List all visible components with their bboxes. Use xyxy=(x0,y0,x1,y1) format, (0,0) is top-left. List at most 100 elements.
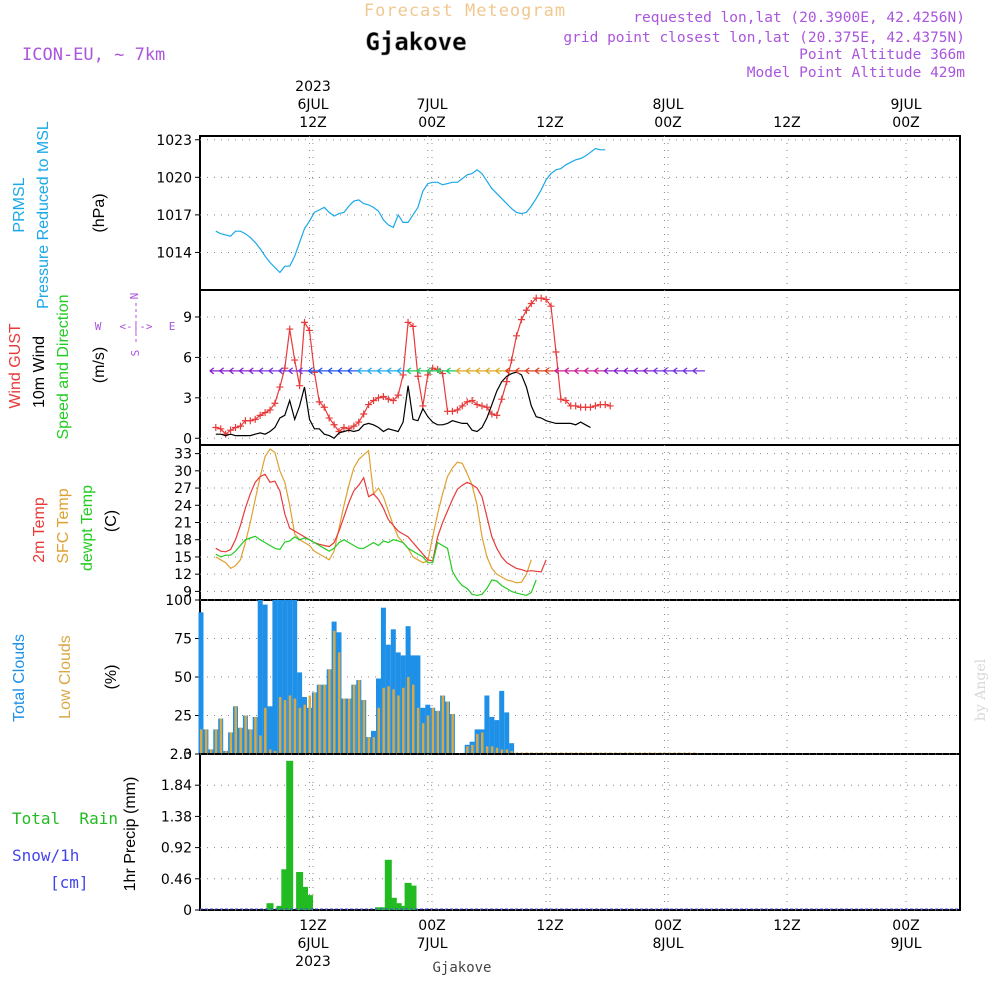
low-cloud-bar xyxy=(412,684,415,754)
gust-marker xyxy=(404,318,412,326)
time-label-t00a-0: 7JUL xyxy=(416,97,447,113)
y-tick-label: 21 xyxy=(174,516,192,532)
gust-marker xyxy=(335,428,343,436)
total-cloud-bar xyxy=(504,712,510,754)
gust-marker xyxy=(291,356,299,364)
low-cloud-bar xyxy=(259,735,262,754)
gust-marker xyxy=(458,402,466,410)
low-cloud-bar xyxy=(426,715,430,754)
gust-marker xyxy=(537,294,545,302)
total-cloud-bar xyxy=(380,607,386,754)
gust-marker xyxy=(271,399,279,407)
low-cloud-bar xyxy=(338,652,341,754)
compass-w: W xyxy=(95,320,102,333)
low-cloud-bar xyxy=(308,695,311,754)
time-label-t12a-0: 2023 xyxy=(295,79,331,95)
low-cloud-bar xyxy=(367,737,371,754)
y-tick-label: 0 xyxy=(183,903,192,919)
low-cloud-bar xyxy=(229,732,233,754)
low-cloud-bar xyxy=(347,698,351,754)
low-cloud-bar xyxy=(362,700,366,754)
gust-marker xyxy=(340,423,348,431)
gust-marker xyxy=(498,395,506,403)
y-tick-label: 1.84 xyxy=(161,778,192,794)
gust-marker xyxy=(232,423,240,431)
gust-marker xyxy=(493,411,501,419)
y-tick-label: 50 xyxy=(174,670,192,686)
time-label-b00c-0: 00Z xyxy=(892,918,919,934)
low-cloud-bar xyxy=(254,717,257,754)
rain-bar xyxy=(404,882,412,910)
gust-marker xyxy=(394,391,402,399)
low-cloud-bar xyxy=(298,707,302,754)
p4-total-label: Total Clouds xyxy=(11,634,28,722)
p4-low-label: Low Clouds xyxy=(57,635,74,719)
y-tick-label: 1020 xyxy=(156,170,192,186)
time-label-t12c-0: 12Z xyxy=(773,115,800,131)
gust-marker xyxy=(483,403,491,411)
low-cloud-bar xyxy=(214,729,218,754)
time-label-t12a-1: 6JUL xyxy=(297,97,328,113)
low-cloud-bar xyxy=(402,687,405,754)
gust-marker xyxy=(463,398,471,406)
gust-marker xyxy=(310,368,318,376)
gust-marker xyxy=(522,306,530,314)
pressure-panel: 1014 1017 1020 1023 xyxy=(156,133,961,291)
total-cloud-bar xyxy=(267,706,273,754)
time-label-t00a-1: 00Z xyxy=(418,115,445,131)
gust-marker xyxy=(448,407,456,415)
time-label-t00b-1: 00Z xyxy=(654,115,681,131)
rain-bar xyxy=(375,907,382,910)
gust-marker xyxy=(261,409,269,417)
time-label-b00a-1: 7JUL xyxy=(416,936,447,952)
gust-marker xyxy=(370,397,378,405)
time-label-t00b-0: 8JUL xyxy=(652,97,683,113)
gust-marker xyxy=(468,397,476,405)
low-cloud-bar xyxy=(209,749,213,754)
y-tick-label: 0 xyxy=(183,431,192,447)
gust-marker xyxy=(345,425,353,433)
time-label-b12a-0: 12Z xyxy=(299,918,326,934)
p2-unit: (m/s) xyxy=(91,347,108,383)
gust-marker xyxy=(409,322,417,330)
gust-marker xyxy=(330,421,338,429)
low-cloud-bar xyxy=(219,718,223,754)
model-label: ICON-EU, ~ 7km xyxy=(22,45,165,65)
low-cloud-bar xyxy=(500,749,504,754)
gust-marker xyxy=(606,402,614,410)
gust-marker xyxy=(591,402,599,410)
gust-marker xyxy=(296,382,304,390)
time-label-b00c-1: 9JUL xyxy=(890,936,921,952)
p2-gust-label: Wind GUST xyxy=(7,323,24,409)
time-label-b00b-0: 00Z xyxy=(654,918,681,934)
gust-marker xyxy=(488,410,496,418)
gust-marker xyxy=(360,410,368,418)
low-cloud-bar xyxy=(510,750,514,754)
location-title: Gjakove xyxy=(365,28,466,56)
rain-bar xyxy=(384,859,392,910)
low-cloud-bar xyxy=(436,710,440,754)
total-cloud-bar xyxy=(287,600,293,754)
total-cloud-bar xyxy=(499,690,505,754)
p1-subtitle: Pressure Reduced to MSL xyxy=(35,121,52,309)
grid-point-coords: grid point closest lon,lat (20.375E, 42.… xyxy=(563,30,965,46)
p5-snow-label: Snow/1h xyxy=(12,846,79,865)
low-cloud-bar xyxy=(485,746,489,754)
gust-marker xyxy=(236,422,244,430)
p2-dir-label: Speed and Direction xyxy=(55,295,72,440)
low-cloud-bar xyxy=(490,746,494,754)
gust-marker xyxy=(508,356,516,364)
gust-marker xyxy=(374,394,382,402)
low-cloud-bar xyxy=(204,729,208,754)
total-cloud-bar xyxy=(509,743,515,754)
low-cloud-bar xyxy=(382,687,385,754)
gust-marker xyxy=(399,371,407,379)
low-cloud-bar xyxy=(446,701,449,754)
total-cloud-bar xyxy=(198,612,204,754)
time-label-b00b-1: 8JUL xyxy=(652,936,683,952)
low-cloud-bar xyxy=(352,684,356,754)
low-cloud-bar xyxy=(333,630,336,754)
p5-cm-label: [cm] xyxy=(50,873,89,892)
compass-s: S xyxy=(129,350,142,357)
t2m-series-line xyxy=(215,473,547,573)
